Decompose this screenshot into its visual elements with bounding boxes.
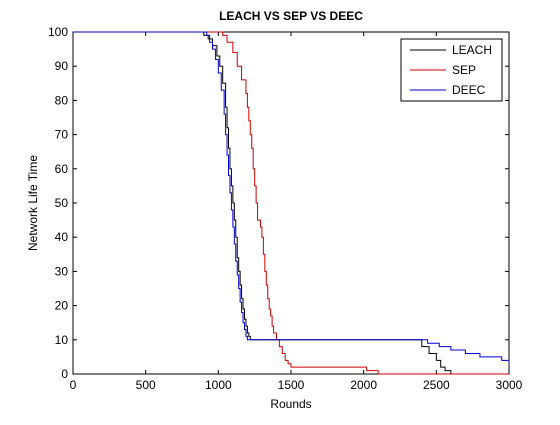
y-tick-label: 60 [55, 162, 69, 176]
x-tick-label: 1000 [205, 378, 232, 392]
series-line-sep [73, 31, 509, 375]
series-lines [73, 31, 510, 375]
x-tick-label: 2500 [423, 378, 450, 392]
chart-title: LEACH VS SEP VS DEEC [219, 9, 363, 23]
x-tick-label: 1500 [278, 378, 305, 392]
y-tick-label: 100 [48, 25, 68, 39]
y-tick-label: 40 [55, 230, 69, 244]
y-axis-ticks: 0 10 20 30 40 50 60 70 80 90 100 [48, 25, 509, 381]
y-tick-label: 50 [55, 196, 69, 210]
y-tick-label: 0 [61, 367, 68, 381]
legend: LEACH SEP DEEC [400, 38, 503, 102]
legend-label-deec: DEEC [452, 83, 486, 97]
y-tick-label: 30 [55, 264, 69, 278]
x-axis-ticks: 0 500 1000 1500 2000 2500 3000 [70, 32, 523, 392]
x-tick-label: 2000 [350, 378, 377, 392]
series-line-leach [73, 31, 509, 375]
y-tick-label: 20 [55, 299, 69, 313]
y-tick-label: 70 [55, 128, 69, 142]
y-tick-label: 80 [55, 93, 69, 107]
x-tick-label: 0 [70, 378, 77, 392]
y-tick-label: 10 [55, 333, 69, 347]
series-line-deec [73, 31, 510, 364]
x-tick-label: 3000 [496, 378, 523, 392]
y-axis-label: Network Life Time [26, 155, 40, 251]
legend-label-sep: SEP [452, 63, 476, 77]
legend-label-leach: LEACH [452, 43, 492, 57]
y-tick-label: 90 [55, 59, 69, 73]
x-axis-label: Rounds [270, 397, 311, 411]
x-tick-label: 500 [136, 378, 156, 392]
